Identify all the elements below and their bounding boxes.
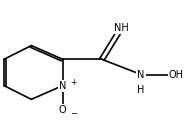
Text: N: N: [137, 70, 145, 79]
Text: N: N: [59, 81, 66, 91]
Text: H: H: [137, 85, 145, 95]
Text: −: −: [70, 109, 77, 118]
Text: O: O: [59, 105, 66, 115]
Text: NH: NH: [114, 23, 129, 33]
Text: OH: OH: [169, 70, 184, 79]
Text: +: +: [70, 78, 77, 87]
